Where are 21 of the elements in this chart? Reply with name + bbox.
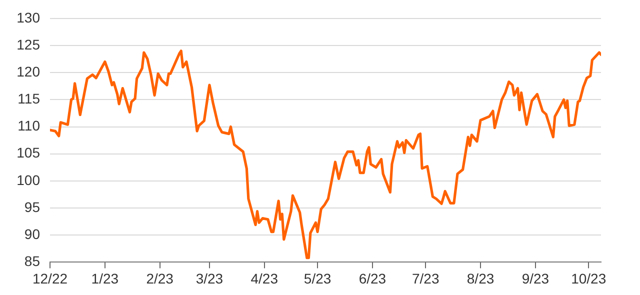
y-tick-label: 105 xyxy=(16,144,40,161)
y-tick-label: 110 xyxy=(18,118,40,134)
x-tick-label: 8/23 xyxy=(466,270,494,286)
y-tick-label: 115 xyxy=(18,90,40,107)
y-tick-label: 90 xyxy=(24,226,40,242)
y-tick-label: 100 xyxy=(16,172,40,188)
y-tick-label: 95 xyxy=(24,198,40,215)
x-tick-label: 12/22 xyxy=(32,270,68,286)
y-tick-label: 120 xyxy=(16,63,40,80)
x-tick-label: 2/23 xyxy=(146,270,174,286)
x-tick-label: 10/23 xyxy=(571,270,606,286)
x-tick-label: 1/23 xyxy=(91,270,119,286)
x-tick-label: 3/23 xyxy=(196,270,224,286)
y-tick-label: 85 xyxy=(24,253,40,270)
x-tick-label: 6/23 xyxy=(358,270,386,286)
y-tick-label: 130 xyxy=(16,9,40,26)
x-tick-label: 7/23 xyxy=(412,270,440,286)
x-tick-label: 4/23 xyxy=(250,270,278,286)
x-tick-label: 9/23 xyxy=(522,270,550,286)
y-tick-label: 125 xyxy=(16,36,40,52)
x-tick-label: 5/23 xyxy=(304,270,332,286)
